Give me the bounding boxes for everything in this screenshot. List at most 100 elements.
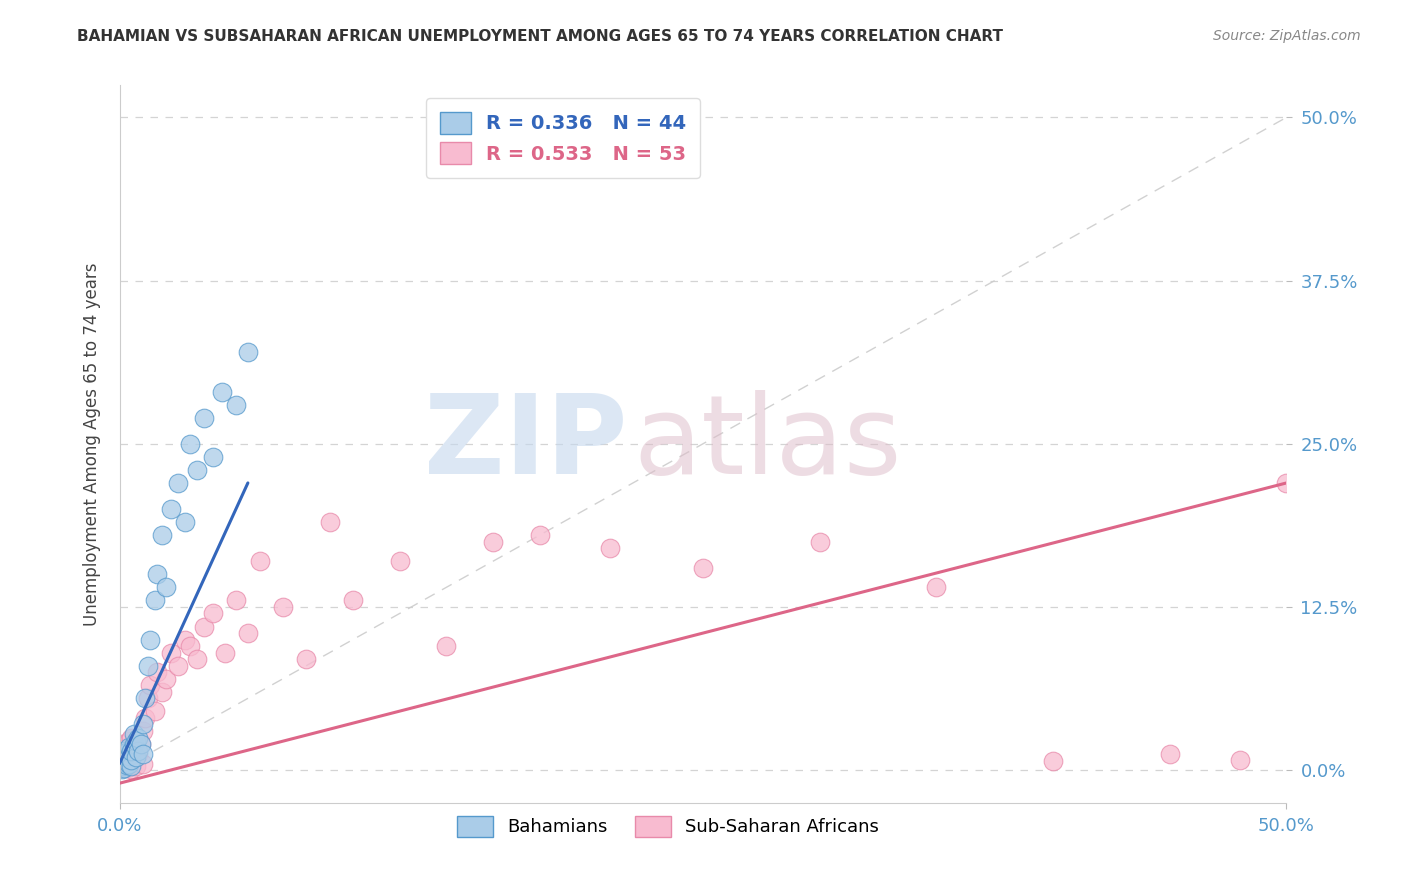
- Point: [118, 756, 141, 770]
- Point: [111, 762, 134, 776]
- Point: [318, 515, 340, 529]
- Point: [155, 580, 177, 594]
- Point: [134, 711, 156, 725]
- Point: [179, 436, 201, 450]
- Point: [193, 619, 215, 633]
- Point: [112, 743, 135, 757]
- Point: [112, 760, 135, 774]
- Point: [129, 737, 152, 751]
- Point: [112, 743, 135, 757]
- Point: [115, 739, 138, 754]
- Point: [111, 756, 134, 771]
- Point: [112, 750, 135, 764]
- Point: [201, 607, 224, 621]
- Point: [115, 760, 138, 774]
- Point: [132, 756, 155, 771]
- Point: [295, 652, 318, 666]
- Text: atlas: atlas: [633, 391, 901, 497]
- Point: [120, 743, 142, 757]
- Point: [118, 756, 141, 771]
- Point: [193, 410, 215, 425]
- Point: [111, 759, 134, 773]
- Point: [186, 652, 208, 666]
- Point: [118, 748, 141, 763]
- Point: [120, 750, 142, 764]
- Point: [225, 398, 247, 412]
- Point: [599, 541, 621, 556]
- Point: [120, 731, 142, 745]
- Point: [160, 646, 183, 660]
- Point: [150, 685, 173, 699]
- Point: [125, 742, 148, 756]
- Point: [111, 747, 134, 762]
- Point: [150, 528, 173, 542]
- Point: [120, 753, 142, 767]
- Point: [173, 515, 195, 529]
- Point: [129, 737, 152, 751]
- Y-axis label: Unemployment Among Ages 65 to 74 years: Unemployment Among Ages 65 to 74 years: [83, 262, 101, 625]
- Text: Source: ZipAtlas.com: Source: ZipAtlas.com: [1213, 29, 1361, 43]
- Point: [225, 593, 247, 607]
- Point: [160, 502, 183, 516]
- Point: [143, 593, 166, 607]
- Point: [122, 753, 145, 767]
- Point: [125, 750, 148, 764]
- Point: [111, 753, 134, 767]
- Point: [112, 756, 135, 770]
- Point: [236, 345, 259, 359]
- Point: [201, 450, 224, 464]
- Point: [214, 646, 236, 660]
- Point: [115, 751, 138, 765]
- Point: [115, 758, 138, 772]
- Point: [127, 731, 149, 745]
- Text: BAHAMIAN VS SUBSAHARAN AFRICAN UNEMPLOYMENT AMONG AGES 65 TO 74 YEARS CORRELATIO: BAHAMIAN VS SUBSAHARAN AFRICAN UNEMPLOYM…: [77, 29, 1004, 44]
- Text: ZIP: ZIP: [423, 391, 627, 497]
- Point: [111, 756, 134, 771]
- Point: [111, 747, 134, 762]
- Point: [127, 747, 149, 762]
- Point: [146, 665, 169, 680]
- Point: [118, 739, 141, 754]
- Point: [1042, 754, 1064, 768]
- Point: [122, 737, 145, 751]
- Point: [132, 724, 155, 739]
- Point: [236, 626, 259, 640]
- Point: [342, 593, 364, 607]
- Point: [1159, 747, 1181, 762]
- Point: [136, 658, 159, 673]
- Point: [120, 759, 142, 773]
- Point: [211, 384, 233, 399]
- Point: [139, 632, 162, 647]
- Point: [132, 717, 155, 731]
- Point: [808, 534, 831, 549]
- Point: [179, 639, 201, 653]
- Point: [166, 475, 188, 490]
- Point: [112, 758, 135, 772]
- Point: [146, 567, 169, 582]
- Point: [529, 528, 551, 542]
- Point: [173, 632, 195, 647]
- Point: [120, 762, 142, 776]
- Point: [482, 534, 505, 549]
- Point: [111, 737, 134, 751]
- Point: [434, 639, 457, 653]
- Point: [166, 658, 188, 673]
- Point: [1275, 475, 1298, 490]
- Point: [136, 691, 159, 706]
- Point: [127, 743, 149, 757]
- Point: [143, 705, 166, 719]
- Point: [132, 747, 155, 762]
- Point: [249, 554, 271, 568]
- Point: [122, 726, 145, 740]
- Point: [388, 554, 411, 568]
- Point: [692, 561, 714, 575]
- Point: [271, 599, 294, 614]
- Point: [125, 734, 148, 748]
- Point: [118, 734, 141, 748]
- Point: [134, 691, 156, 706]
- Point: [125, 759, 148, 773]
- Point: [139, 678, 162, 692]
- Point: [1229, 753, 1251, 767]
- Point: [925, 580, 948, 594]
- Legend: Bahamians, Sub-Saharan Africans: Bahamians, Sub-Saharan Africans: [450, 809, 886, 844]
